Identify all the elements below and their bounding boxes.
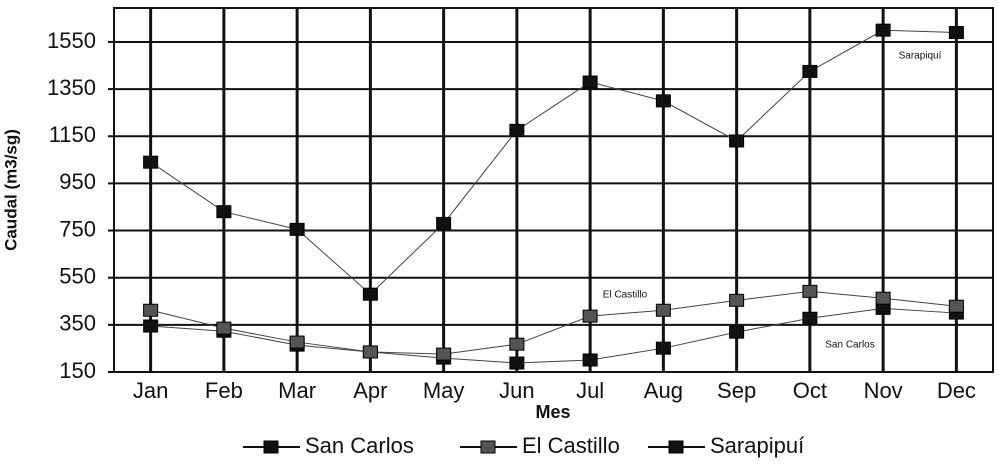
annotation: San Carlos	[825, 340, 874, 351]
x-tick-label: Jan	[133, 378, 168, 403]
marker	[143, 319, 159, 333]
marker	[948, 299, 964, 313]
marker	[143, 155, 159, 169]
marker	[802, 311, 818, 325]
x-tick-label: Jul	[576, 378, 604, 403]
annotation: El Castillo	[603, 290, 648, 301]
legend-label: El Castillo	[522, 433, 620, 458]
marker	[729, 134, 745, 148]
marker	[509, 337, 525, 351]
y-tick-label: 150	[59, 358, 96, 383]
marker	[875, 291, 891, 305]
marker	[582, 353, 598, 367]
legend-marker	[480, 440, 496, 454]
x-tick-label: Feb	[205, 378, 243, 403]
marker	[289, 335, 305, 349]
marker	[289, 222, 305, 236]
series-line	[150, 307, 957, 364]
marker	[655, 341, 671, 355]
marker	[655, 94, 671, 108]
marker	[729, 325, 745, 339]
marker	[582, 75, 598, 89]
legend-label: Sarapipuí	[710, 433, 804, 458]
marker	[948, 26, 964, 40]
marker	[216, 205, 232, 219]
x-tick-label: Jun	[499, 378, 534, 403]
marker	[875, 23, 891, 37]
y-tick-label: 1350	[47, 75, 96, 100]
marker	[362, 287, 378, 301]
marker	[802, 64, 818, 78]
marker	[729, 293, 745, 307]
plot-area	[113, 7, 994, 373]
x-tick-label: Sep	[717, 378, 756, 403]
marker	[362, 345, 378, 359]
legend-label: San Carlos	[305, 433, 414, 458]
marker	[143, 303, 159, 317]
marker	[436, 216, 452, 230]
x-tick-label: Oct	[793, 378, 827, 403]
y-tick-label: 950	[59, 169, 96, 194]
marker	[509, 356, 525, 370]
x-tick-label: Mar	[278, 378, 316, 403]
marker	[582, 309, 598, 323]
marker	[216, 321, 232, 335]
annotation: Sarapiquí	[899, 51, 942, 62]
marker	[802, 284, 818, 298]
x-tick-label: Aug	[644, 378, 683, 403]
marker	[509, 123, 525, 137]
marker	[436, 347, 452, 361]
x-tick-label: Apr	[353, 378, 387, 403]
y-axis-label: Caudal (m3/sg)	[1, 129, 20, 251]
y-tick-label: 350	[59, 311, 96, 336]
x-tick-label: Dec	[937, 378, 976, 403]
y-tick-label: 1150	[49, 122, 96, 147]
x-tick-label: Nov	[864, 378, 903, 403]
series-line	[150, 29, 957, 295]
x-tick-label: May	[423, 378, 465, 403]
y-tick-label: 550	[59, 264, 96, 289]
y-tick-label: 750	[59, 216, 96, 241]
series-line	[150, 290, 957, 355]
marker	[655, 303, 671, 317]
x-axis-label: Mes	[535, 402, 570, 422]
legend-marker	[668, 440, 684, 454]
y-tick-label: 1550	[47, 28, 96, 53]
legend-marker	[263, 440, 279, 454]
